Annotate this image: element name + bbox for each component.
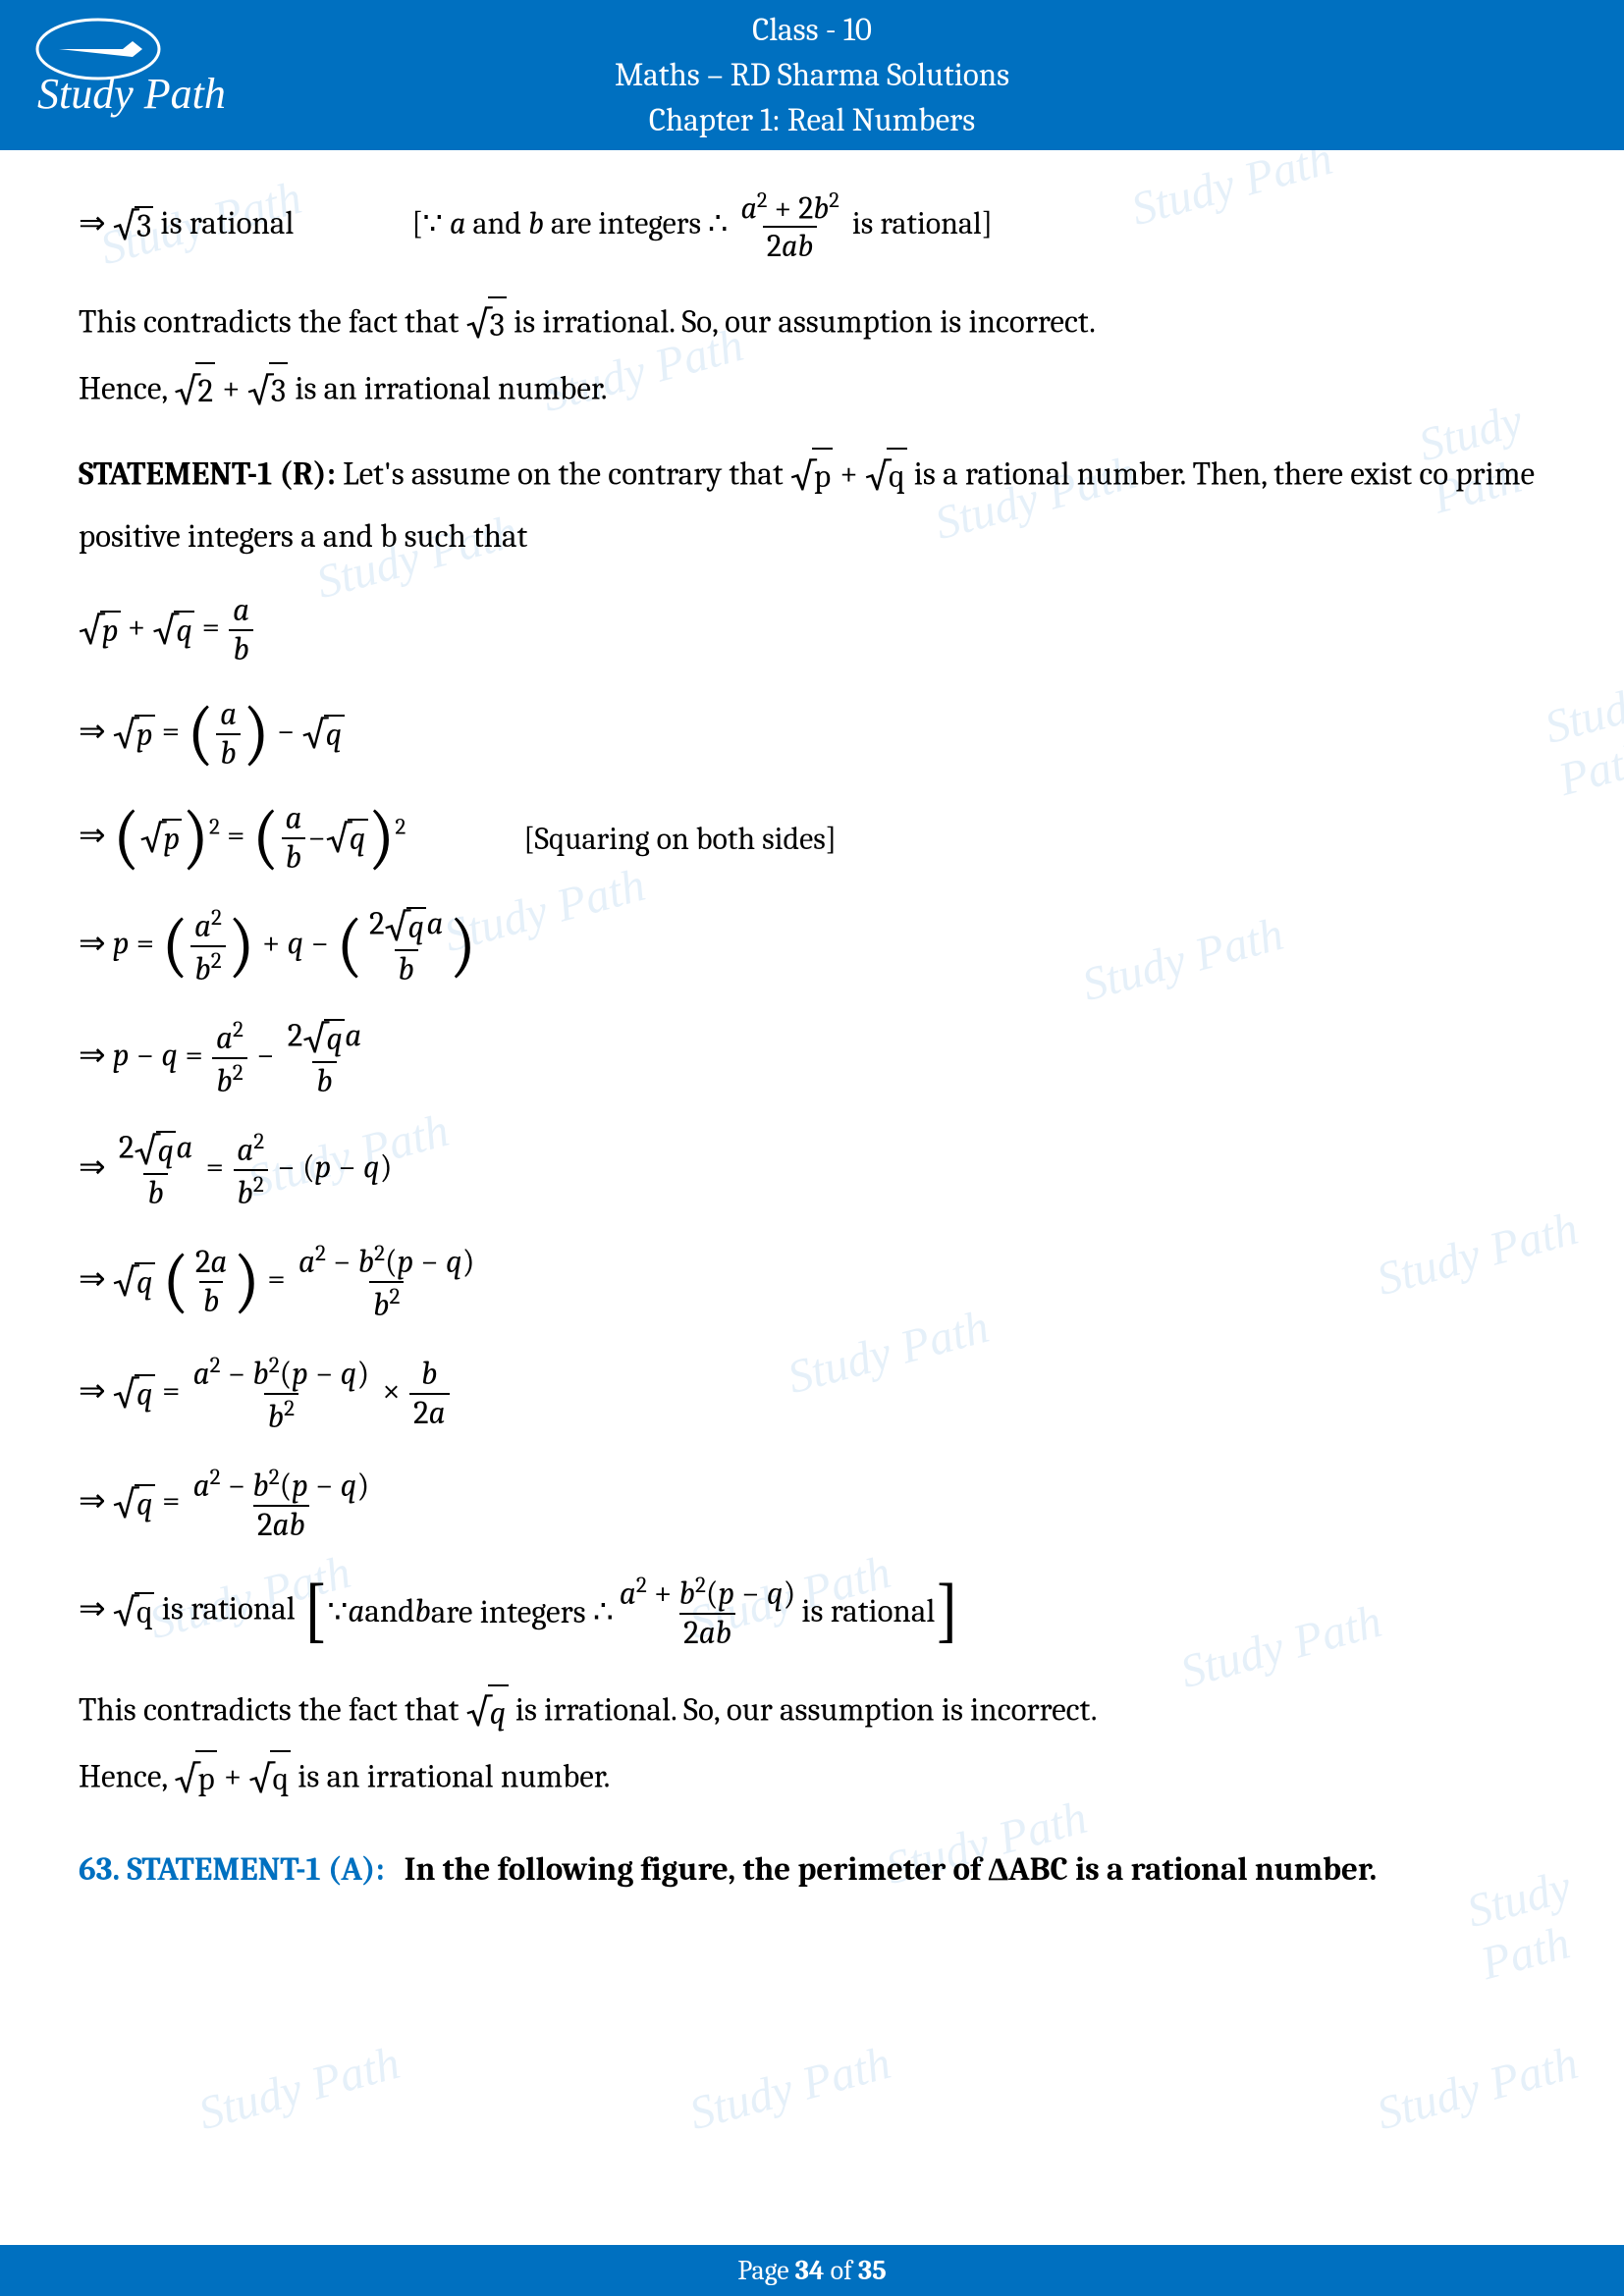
eq-8: ⇒ √q = a2 − b2(p − q)b2 × b2a — [79, 1352, 1545, 1436]
eq-3: ⇒ (√p)2 = (ab − √q)2 [Squaring on both s… — [79, 800, 1545, 877]
page-footer: Page 34 of 35 — [0, 2245, 1624, 2296]
statement-label: STATEMENT-1 (R): — [79, 455, 343, 493]
header-subject: Maths – RD Sharma Solutions — [0, 53, 1624, 98]
logo: Study Path — [29, 12, 226, 120]
eq-6: ⇒ 2√qab = a2b2 − (p − q) — [79, 1128, 1545, 1212]
squaring-note: [Squaring on both sides] — [523, 821, 837, 857]
eq-4: ⇒ p = (a2b2) + q − (2√qab) — [79, 904, 1545, 988]
q63-text: In the following figure, the perimeter o… — [405, 1851, 1378, 1889]
statement-1-r: STATEMENT-1 (R): Let's assume on the con… — [79, 444, 1545, 564]
header-chapter: Chapter 1: Real Numbers — [0, 98, 1624, 143]
eq-5: ⇒ p − q = a2b2 − 2√qab — [79, 1016, 1545, 1100]
svg-text:Study Path: Study Path — [37, 70, 226, 118]
eq-2: ⇒ √p = (ab) − √q — [79, 696, 1545, 773]
question-63: 63. STATEMENT-1 (A): In the following fi… — [79, 1851, 1545, 1889]
page-header: Class - 10 Maths – RD Sharma Solutions C… — [0, 0, 1624, 150]
line-sqrt3-rational: ⇒ √3 is rational [∵ a and b are integers… — [79, 187, 1545, 265]
eq-7: ⇒ √q (2ab) = a2 − b2(p − q)b2 — [79, 1240, 1545, 1324]
q63-label: 63. STATEMENT-1 (A): — [79, 1851, 385, 1889]
contradiction-1: This contradicts the fact that √3 is irr… — [79, 292, 1545, 424]
eq-9: ⇒ √q = a2 − b2(p − q)2ab — [79, 1464, 1545, 1544]
content-body: ⇒ √3 is rational [∵ a and b are integers… — [0, 150, 1624, 1889]
eq-1: √p + √q = ab — [79, 592, 1545, 668]
logo-icon: Study Path — [29, 12, 226, 120]
contradiction-2: This contradicts the fact that √q is irr… — [79, 1680, 1545, 1812]
header-class: Class - 10 — [0, 8, 1624, 53]
line-sqrtq-rational: ⇒ √q is rational [ ∵ a and b are integer… — [79, 1572, 1545, 1652]
